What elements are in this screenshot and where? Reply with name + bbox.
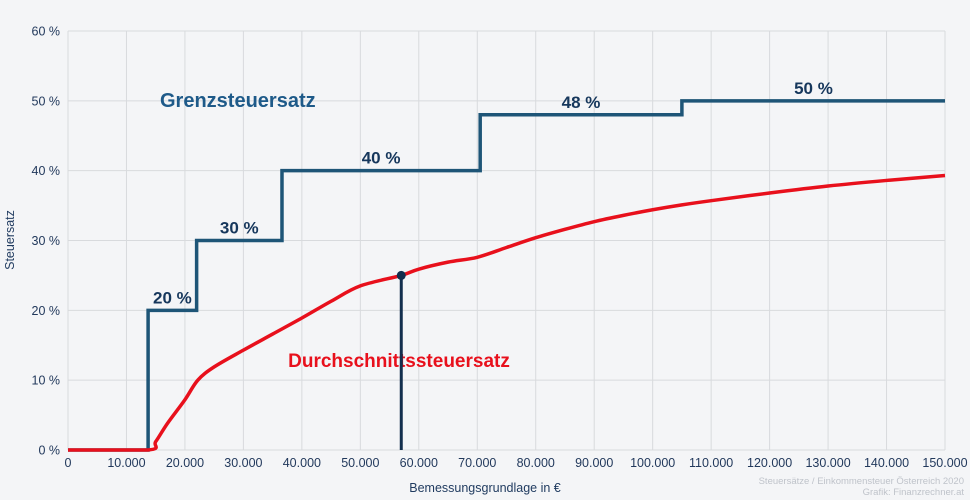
y-axis-tick-labels: 0 % 10 % 20 % 30 % 40 % 50 % 60 % xyxy=(32,25,61,458)
y-axis-title: Steuersatz xyxy=(3,210,17,270)
x-tick-label: 50.000 xyxy=(341,456,379,470)
x-tick-label: 140.000 xyxy=(864,456,909,470)
marginal-series-label: Grenzsteuersatz xyxy=(160,90,316,112)
y-tick-label: 10 % xyxy=(32,374,61,388)
x-tick-label: 130.000 xyxy=(805,456,850,470)
x-tick-label: 110.000 xyxy=(689,456,733,470)
step-rate-label: 48 % xyxy=(562,93,601,112)
y-tick-label: 40 % xyxy=(32,164,61,178)
attribution-source: Steuersätze / Einkommensteuer Österreich… xyxy=(759,476,964,487)
step-rate-label: 40 % xyxy=(362,149,401,168)
y-tick-label: 30 % xyxy=(32,234,61,248)
x-tick-label: 60.000 xyxy=(400,456,438,470)
y-tick-label: 0 % xyxy=(38,444,60,458)
x-tick-label: 80.000 xyxy=(517,456,555,470)
x-tick-label: 40.000 xyxy=(283,456,321,470)
x-tick-label: 150.000 xyxy=(922,456,967,470)
y-tick-label: 20 % xyxy=(32,304,61,318)
x-tick-label: 20.000 xyxy=(166,456,204,470)
step-rate-label: 30 % xyxy=(220,219,259,238)
x-tick-label: 70.000 xyxy=(458,456,496,470)
x-tick-label: 100.000 xyxy=(630,456,675,470)
step-rate-label: 50 % xyxy=(794,79,833,98)
marker-dot xyxy=(396,270,406,280)
highlight-marker xyxy=(396,270,406,450)
y-tick-label: 50 % xyxy=(32,94,61,108)
x-axis-title: Bemessungsgrundlage in € xyxy=(409,481,561,495)
average-rate-line xyxy=(67,173,946,452)
x-axis-tick-labels: 0 10.000 20.000 30.000 40.000 50.000 60.000 70.… xyxy=(65,456,968,470)
x-tick-label: 90.000 xyxy=(575,456,613,470)
y-tick-label: 60 % xyxy=(32,25,61,39)
x-tick-label: 120.000 xyxy=(747,456,792,470)
x-tick-label: 0 xyxy=(65,456,72,470)
step-rate-labels: 20 % 30 % 40 % 48 % 50 % xyxy=(153,79,833,308)
x-tick-label: 30.000 xyxy=(224,456,262,470)
step-rate-label: 20 % xyxy=(153,288,192,307)
average-series-label: Durchschnittssteuersatz xyxy=(288,351,510,372)
x-tick-label: 10.000 xyxy=(107,456,145,470)
attribution-credit: Grafik: Finanzrechner.at xyxy=(863,487,965,498)
marginal-rate-line xyxy=(68,99,945,452)
